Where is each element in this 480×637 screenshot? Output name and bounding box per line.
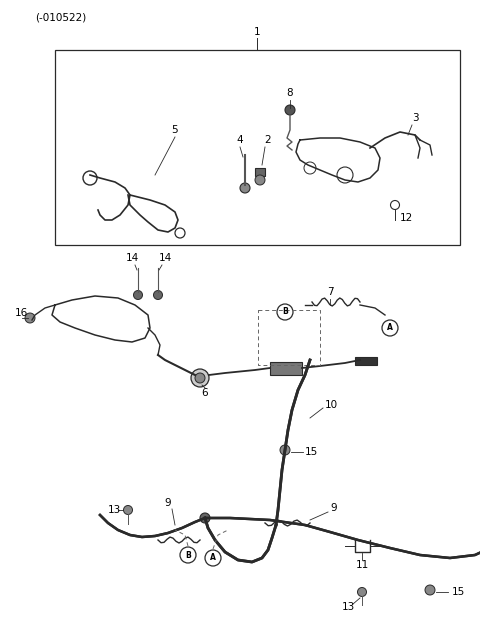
Circle shape: [25, 313, 35, 323]
Circle shape: [133, 290, 143, 299]
Circle shape: [154, 290, 163, 299]
Text: B: B: [185, 550, 191, 559]
Text: 2: 2: [264, 135, 271, 145]
Text: (-010522): (-010522): [35, 12, 86, 22]
Circle shape: [280, 445, 290, 455]
Text: 1: 1: [254, 27, 260, 37]
Circle shape: [255, 175, 265, 185]
Bar: [270, 362, 302, 375]
Circle shape: [425, 585, 435, 595]
Text: 9: 9: [165, 498, 171, 508]
Bar: [355, 357, 377, 365]
Text: 15: 15: [452, 587, 465, 597]
Circle shape: [123, 506, 132, 515]
Text: 11: 11: [355, 560, 369, 570]
Text: 16: 16: [15, 308, 28, 318]
Text: 6: 6: [202, 388, 208, 398]
Text: 8: 8: [287, 88, 293, 98]
Text: 4: 4: [237, 135, 243, 145]
Text: 3: 3: [412, 113, 418, 123]
Circle shape: [285, 105, 295, 115]
Text: 13: 13: [341, 602, 355, 612]
Text: B: B: [282, 308, 288, 317]
Text: 13: 13: [108, 505, 121, 515]
Circle shape: [358, 587, 367, 596]
Text: 10: 10: [325, 400, 338, 410]
Circle shape: [200, 513, 210, 523]
Text: A: A: [387, 324, 393, 333]
Text: 14: 14: [158, 253, 172, 263]
Text: A: A: [210, 554, 216, 562]
Text: 12: 12: [400, 213, 413, 223]
Circle shape: [240, 183, 250, 193]
Text: 5: 5: [172, 125, 178, 135]
Circle shape: [195, 373, 205, 383]
Text: 15: 15: [305, 447, 318, 457]
Bar: [255, 168, 265, 176]
Text: 14: 14: [125, 253, 139, 263]
Bar: [55, 50, 460, 245]
Text: 9: 9: [330, 503, 336, 513]
Text: 7: 7: [327, 287, 333, 297]
Circle shape: [191, 369, 209, 387]
